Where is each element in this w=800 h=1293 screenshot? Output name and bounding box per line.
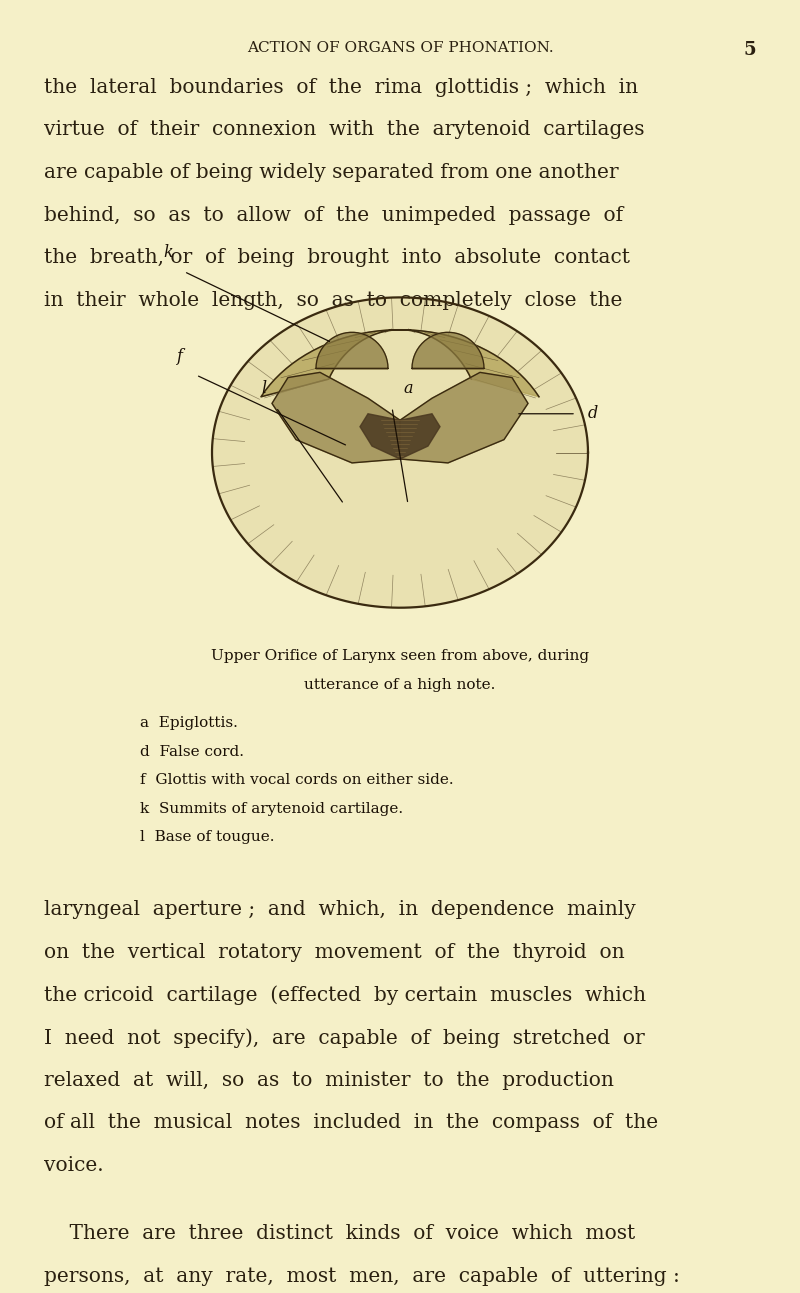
Text: relaxed  at  will,  so  as  to  minister  to  the  production: relaxed at will, so as to minister to th… — [44, 1071, 614, 1090]
Polygon shape — [412, 332, 484, 369]
Text: a: a — [403, 380, 413, 397]
Text: f: f — [177, 348, 183, 365]
Text: the cricoid  cartilage  (effected  by certain  muscles  which: the cricoid cartilage (effected by certa… — [44, 985, 646, 1005]
Text: I  need  not  specify),  are  capable  of  being  stretched  or: I need not specify), are capable of bein… — [44, 1028, 645, 1047]
Text: l  Base of tougue.: l Base of tougue. — [140, 830, 274, 844]
Polygon shape — [360, 414, 440, 459]
Text: in  their  whole  length,  so  as  to  completely  close  the: in their whole length, so as to complete… — [44, 291, 622, 310]
Polygon shape — [212, 297, 588, 608]
Text: 5: 5 — [743, 41, 756, 59]
Polygon shape — [400, 372, 528, 463]
Text: ACTION OF ORGANS OF PHONATION.: ACTION OF ORGANS OF PHONATION. — [246, 41, 554, 56]
Text: voice.: voice. — [44, 1156, 104, 1175]
Polygon shape — [272, 372, 400, 463]
Text: on  the  vertical  rotatory  movement  of  the  thyroid  on: on the vertical rotatory movement of the… — [44, 943, 625, 962]
Text: d: d — [588, 405, 598, 423]
Text: k: k — [163, 244, 173, 261]
Text: the  breath, or  of  being  brought  into  absolute  contact: the breath, or of being brought into abs… — [44, 248, 630, 268]
Text: utterance of a high note.: utterance of a high note. — [304, 678, 496, 692]
Text: behind,  so  as  to  allow  of  the  unimpeded  passage  of: behind, so as to allow of the unimpeded … — [44, 206, 623, 225]
Text: the  lateral  boundaries  of  the  rima  glottidis ;  which  in: the lateral boundaries of the rima glott… — [44, 78, 638, 97]
Text: Upper Orifice of Larynx seen from above, during: Upper Orifice of Larynx seen from above,… — [211, 649, 589, 663]
Text: l: l — [262, 380, 266, 397]
Text: of all  the  musical  notes  included  in  the  compass  of  the: of all the musical notes included in the… — [44, 1113, 658, 1133]
Polygon shape — [261, 330, 539, 397]
Text: There  are  three  distinct  kinds  of  voice  which  most: There are three distinct kinds of voice … — [44, 1224, 635, 1244]
Text: persons,  at  any  rate,  most  men,  are  capable  of  uttering :: persons, at any rate, most men, are capa… — [44, 1267, 680, 1287]
Text: d  False cord.: d False cord. — [140, 745, 244, 759]
Text: a  Epiglottis.: a Epiglottis. — [140, 716, 238, 731]
Text: f  Glottis with vocal cords on either side.: f Glottis with vocal cords on either sid… — [140, 773, 454, 787]
Text: virtue  of  their  connexion  with  the  arytenoid  cartilages: virtue of their connexion with the aryte… — [44, 120, 645, 140]
Text: are capable of being widely separated from one another: are capable of being widely separated fr… — [44, 163, 618, 182]
Text: laryngeal  aperture ;  and  which,  in  dependence  mainly: laryngeal aperture ; and which, in depen… — [44, 900, 636, 919]
Text: k  Summits of arytenoid cartilage.: k Summits of arytenoid cartilage. — [140, 802, 403, 816]
Polygon shape — [316, 332, 388, 369]
